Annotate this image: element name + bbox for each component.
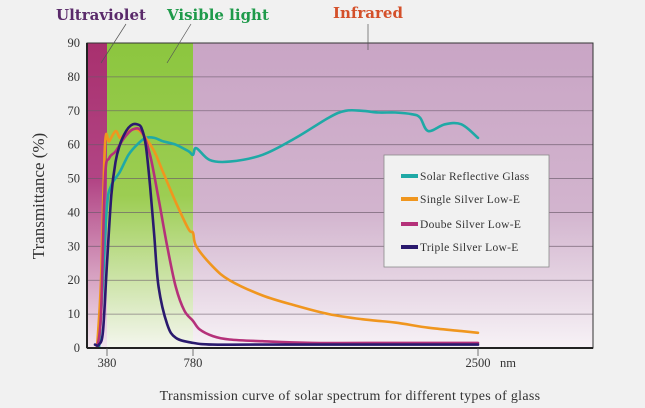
legend-swatch-single-silver xyxy=(401,197,418,201)
y-tick-label-0: 0 xyxy=(74,341,80,355)
y-tick-label-10: 10 xyxy=(68,307,81,321)
legend-swatch-double-silver xyxy=(401,222,418,226)
series-line-triple-silver-low-e xyxy=(93,122,480,347)
y-tick-label-60: 60 xyxy=(68,138,81,152)
y-tick-label-40: 40 xyxy=(68,205,81,219)
series-line-single-silver-low-e xyxy=(95,127,480,348)
x-tick-label-780: 780 xyxy=(184,356,203,370)
series-line-solar-reflective-glass xyxy=(97,108,480,348)
legend-swatch-solar-reflective xyxy=(401,174,418,178)
y-tick-label-30: 30 xyxy=(68,239,81,253)
x-tick-label-380: 380 xyxy=(98,356,117,370)
series-lines xyxy=(93,108,480,348)
region-label-ultraviolet: Ultraviolet xyxy=(56,6,146,24)
y-tick-label-50: 50 xyxy=(68,172,81,186)
region-label-visible: Visible light xyxy=(166,6,269,24)
axes: 0 10 20 30 40 50 60 70 80 90 380 780 2500 xyxy=(68,36,594,370)
x-tick-label-2500: 2500 xyxy=(466,356,491,370)
legend-label-double-silver: Doube Silver Low-E xyxy=(420,219,521,231)
series-line-doube-silver-low-e xyxy=(95,126,480,348)
y-tick-label-80: 80 xyxy=(68,70,81,84)
y-tick-label-70: 70 xyxy=(68,104,81,118)
ultraviolet-pointer xyxy=(100,23,127,64)
y-tick-label-20: 20 xyxy=(68,273,81,287)
legend-label-solar-reflective: Solar Reflective Glass xyxy=(420,171,530,183)
legend-label-triple-silver: Triple Silver Low-E xyxy=(420,242,519,254)
legend: Solar Reflective Glass Single Silver Low… xyxy=(383,154,550,268)
x-unit-label: nm xyxy=(500,356,516,370)
legend-label-single-silver: Single Silver Low-E xyxy=(420,194,520,206)
y-tick-label-90: 90 xyxy=(68,36,81,50)
region-label-infrared: Infrared xyxy=(333,4,403,22)
y-axis-label: Transmittance (%) xyxy=(29,133,48,259)
legend-swatch-triple-silver xyxy=(401,245,418,249)
chart-caption: Transmission curve of solar spectrum for… xyxy=(160,389,541,404)
visible-pointer xyxy=(166,23,192,64)
